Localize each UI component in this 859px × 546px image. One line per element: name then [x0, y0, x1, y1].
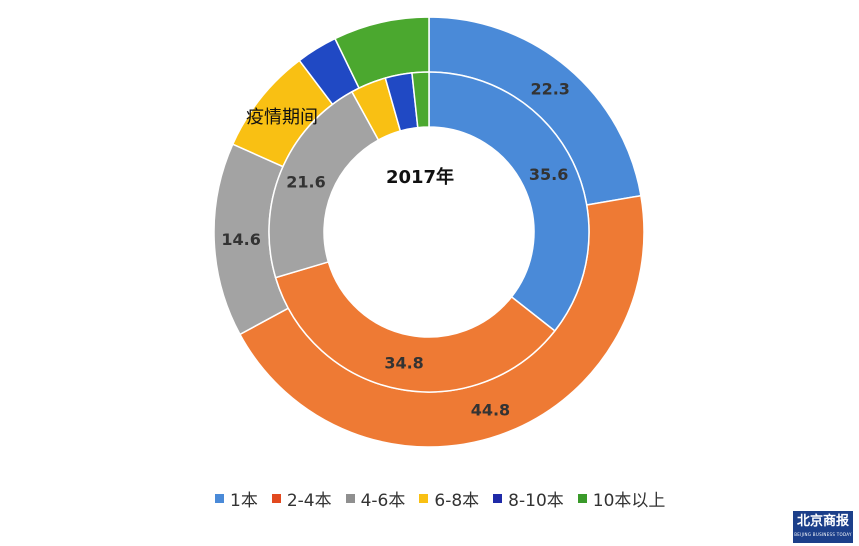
legend-label: 6-8本 [434, 491, 480, 511]
inner-ring-title: 2017年 [386, 166, 454, 188]
legend: 1本 2-4本 4-6本 6-8本 8-10本 10本以上 [215, 486, 679, 511]
legend-item-8-10: 8-10本 [493, 486, 564, 511]
legend-swatch [577, 494, 587, 503]
legend-label: 2-4本 [286, 491, 332, 511]
logo-text: 北京商报 [796, 514, 849, 529]
inner-data-label-1: 35.6 [529, 165, 568, 184]
legend-item-6-8: 6-8本 [419, 486, 479, 511]
data-labels: 35.6 34.8 21.6 22.3 44.8 14.6 [221, 79, 570, 419]
outer-data-label-2-4: 44.8 [471, 401, 510, 420]
inner-slice-10plus [411, 71, 430, 129]
outer-data-label-1: 22.3 [530, 79, 569, 98]
legend-swatch [345, 494, 355, 503]
inner-data-label-4-6: 21.6 [286, 172, 325, 191]
inner-slice-2-4 [274, 260, 556, 393]
legend-item-10plus: 10本以上 [577, 486, 666, 511]
inner-data-label-2-4: 34.8 [384, 354, 423, 373]
legend-swatch [271, 494, 281, 503]
logo-subtext: BEIJING BUSINESS TODAY [794, 532, 852, 537]
outer-ring-疫情期间 [213, 16, 645, 448]
legend-label: 4-6本 [360, 491, 406, 511]
legend-swatch [215, 494, 224, 503]
legend-swatch [493, 494, 503, 503]
newspaper-logo: 北京商报 BEIJING BUSINESS TODAY [793, 511, 853, 543]
inner-slice-1 [428, 71, 590, 332]
outer-data-label-4-6: 14.6 [221, 230, 260, 249]
legend-item-2-4: 2-4本 [271, 486, 332, 511]
legend-item-1: 1本 [215, 486, 258, 511]
legend-label: 8-10本 [508, 491, 564, 511]
legend-swatch [419, 494, 429, 503]
legend-item-4-6: 4-6本 [345, 486, 406, 511]
inner-ring-2017年 [268, 71, 590, 393]
outer-ring-title: 疫情期间 [246, 107, 318, 128]
legend-label: 1本 [230, 491, 258, 511]
legend-label: 10本以上 [592, 491, 666, 511]
